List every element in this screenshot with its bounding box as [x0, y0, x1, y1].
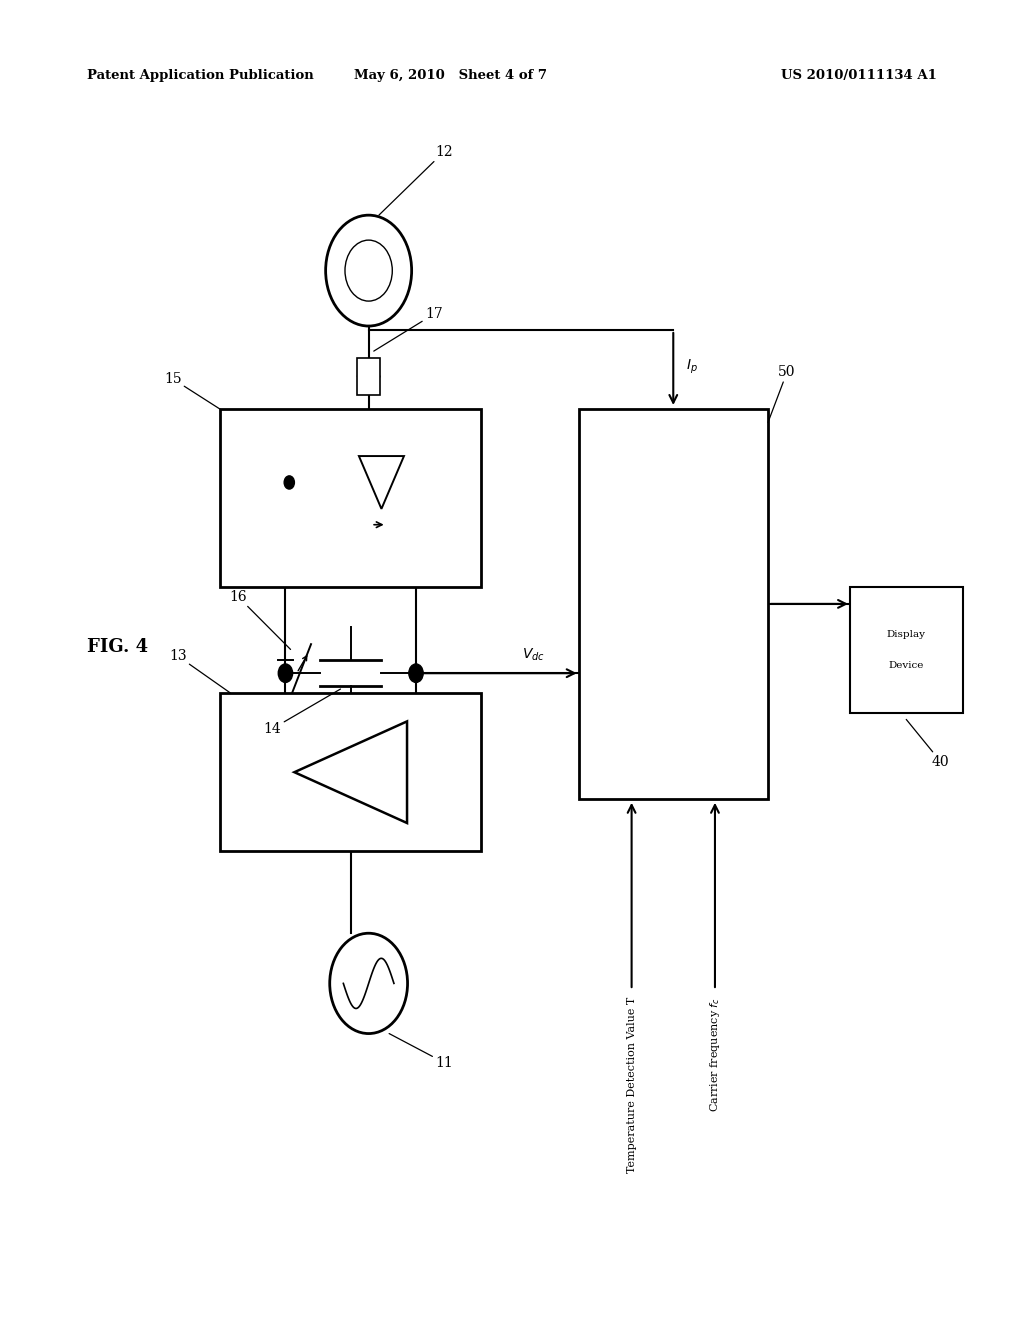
Text: 40: 40	[906, 719, 949, 768]
Text: 50: 50	[768, 366, 796, 422]
Circle shape	[409, 664, 423, 682]
Text: 15: 15	[164, 372, 220, 409]
Text: 16: 16	[229, 590, 291, 649]
Bar	[850, 587, 963, 713]
Bar	[220, 693, 481, 851]
Text: Patent Application Publication: Patent Application Publication	[87, 69, 313, 82]
Text: FIG. 4: FIG. 4	[87, 638, 148, 656]
Text: Device: Device	[889, 661, 924, 671]
Text: $V_{dc}$: $V_{dc}$	[522, 647, 545, 663]
Text: May 6, 2010   Sheet 4 of 7: May 6, 2010 Sheet 4 of 7	[354, 69, 547, 82]
Text: Temperature Detection Value T: Temperature Detection Value T	[627, 997, 637, 1173]
Text: 17: 17	[374, 308, 442, 351]
Text: 13: 13	[169, 649, 230, 693]
Text: Display: Display	[887, 630, 926, 639]
Text: 14: 14	[264, 689, 340, 735]
Bar	[579, 409, 768, 799]
Circle shape	[279, 664, 293, 682]
Text: $I_p$: $I_p$	[686, 358, 697, 376]
Text: 11: 11	[389, 1034, 453, 1069]
Text: Carrier frequency $f_c$: Carrier frequency $f_c$	[708, 997, 722, 1111]
Bar	[357, 358, 380, 395]
Bar	[220, 409, 481, 587]
Text: 12: 12	[379, 145, 453, 215]
Circle shape	[284, 475, 295, 488]
Text: US 2010/0111134 A1: US 2010/0111134 A1	[781, 69, 937, 82]
